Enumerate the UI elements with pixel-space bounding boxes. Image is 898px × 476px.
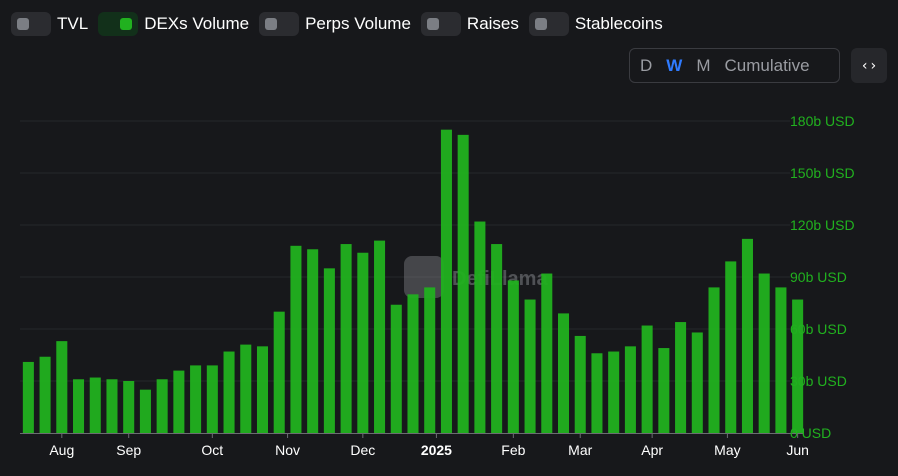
metric-toggles: TVL DEXs Volume Perps Volume Raises Stableco… xyxy=(11,12,663,36)
bar xyxy=(708,287,720,433)
y-tick-label: 60b USD xyxy=(790,321,847,337)
bar xyxy=(407,294,419,433)
bar xyxy=(541,273,553,433)
y-tick-label: 90b USD xyxy=(790,269,847,285)
bar xyxy=(641,325,653,433)
toggle-label: Raises xyxy=(466,14,519,33)
bar xyxy=(223,351,235,433)
toggle-knob xyxy=(534,18,547,30)
toggle-switch[interactable] xyxy=(98,12,139,36)
bar xyxy=(307,249,319,433)
toggle-knob xyxy=(120,18,133,30)
toggle-label: Perps Volume xyxy=(305,14,411,33)
x-tick-label: Mar xyxy=(568,442,592,458)
bar xyxy=(156,379,168,433)
bar xyxy=(323,268,335,433)
bar xyxy=(89,377,101,433)
bar xyxy=(39,356,51,433)
period-m-button[interactable]: M xyxy=(696,55,711,75)
x-tick-label: Jun xyxy=(786,442,809,458)
x-tick-label: Feb xyxy=(501,442,525,458)
period-d-button[interactable]: D xyxy=(640,55,653,75)
toggle-knob xyxy=(17,18,29,30)
toggle-knob xyxy=(265,18,278,30)
bar xyxy=(792,299,804,433)
bar xyxy=(491,244,503,433)
x-tick-label: Oct xyxy=(201,442,223,458)
bar xyxy=(524,299,536,433)
bar xyxy=(675,322,687,433)
period-cumulative-button[interactable]: Cumulative xyxy=(724,55,810,75)
bar xyxy=(340,244,352,433)
bar xyxy=(725,261,737,433)
y-tick-label: 120b USD xyxy=(790,217,855,233)
bar xyxy=(758,273,770,433)
toggle-switch[interactable] xyxy=(259,12,300,36)
x-tick-label: Dec xyxy=(350,442,375,458)
llama-logo-icon xyxy=(404,256,444,298)
toggle-knob xyxy=(426,18,439,30)
bar xyxy=(106,379,118,433)
period-w-button[interactable]: W xyxy=(666,55,683,75)
bar xyxy=(424,287,436,433)
bar xyxy=(22,361,34,433)
bar xyxy=(691,332,703,433)
bar xyxy=(574,335,586,433)
toggle-label: TVL xyxy=(57,14,89,33)
toggle-label: DEXs Volume xyxy=(144,14,250,33)
x-tick-label: May xyxy=(714,442,740,458)
y-tick-label: 150b USD xyxy=(790,165,855,181)
bar xyxy=(775,287,787,433)
bar xyxy=(206,365,218,433)
bar xyxy=(240,344,252,433)
x-tick-label: Aug xyxy=(49,442,74,458)
toggle-dexs-volume[interactable]: DEXs Volume xyxy=(98,12,249,36)
embed-button[interactable]: ‹› xyxy=(851,48,887,83)
bar xyxy=(123,381,135,433)
x-tick-label: 2025 xyxy=(421,442,452,458)
toggle-perps-volume[interactable]: Perps Volume xyxy=(259,12,411,36)
bar xyxy=(290,245,302,433)
bar xyxy=(73,379,85,433)
bar xyxy=(256,346,269,433)
x-tick-label: Sep xyxy=(116,442,141,458)
bar xyxy=(173,370,185,433)
bar xyxy=(56,341,68,433)
bar xyxy=(658,348,670,433)
bar xyxy=(591,353,603,433)
bar xyxy=(608,351,620,433)
y-tick-label: 180b USD xyxy=(790,113,855,129)
toggle-label: Stablecoins xyxy=(574,14,663,33)
toggle-switch[interactable] xyxy=(528,12,569,36)
toggle-switch[interactable] xyxy=(420,12,461,36)
toggle-switch[interactable] xyxy=(11,12,51,36)
bar xyxy=(457,134,469,433)
x-tick-label: Apr xyxy=(641,442,663,458)
bar xyxy=(624,346,636,433)
x-tick-label: Nov xyxy=(275,442,300,458)
toggle-stablecoins[interactable]: Stablecoins xyxy=(528,12,663,36)
bar xyxy=(374,240,386,433)
bar xyxy=(139,389,151,433)
bar xyxy=(440,129,452,433)
y-tick-label: 30b USD xyxy=(790,373,847,389)
bar xyxy=(741,238,753,433)
bar xyxy=(190,365,202,433)
toggle-tvl[interactable]: TVL xyxy=(11,12,88,36)
toggle-raises[interactable]: Raises xyxy=(420,12,519,36)
bar xyxy=(273,311,285,433)
bar xyxy=(474,221,486,433)
y-tick-label: 0 USD xyxy=(790,425,831,441)
bar xyxy=(390,304,402,433)
bar xyxy=(507,280,519,433)
bar xyxy=(557,313,570,433)
code-icon: ‹› xyxy=(860,57,878,74)
bar xyxy=(357,252,369,433)
period-selector: D W M Cumulative xyxy=(629,48,840,83)
